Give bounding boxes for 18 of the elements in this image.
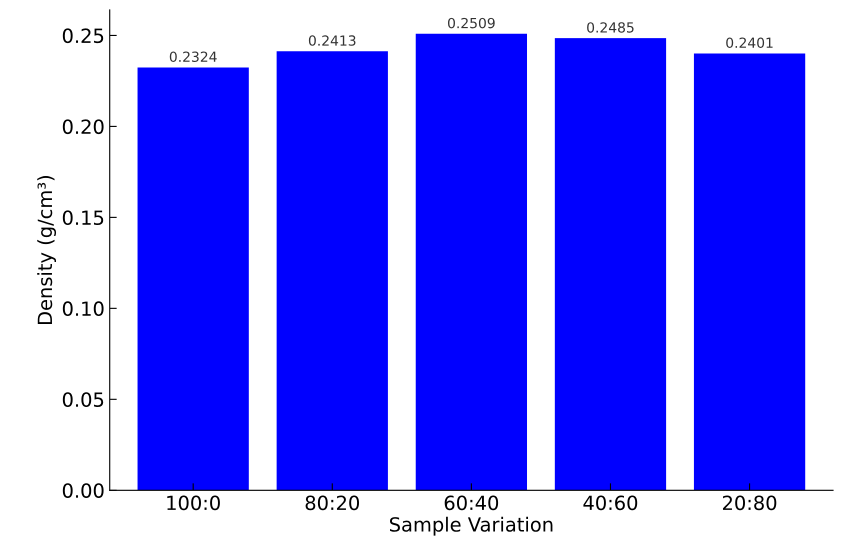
- y-tick-label: 0.25: [62, 28, 104, 44]
- x-axis-title: Sample Variation: [390, 516, 552, 536]
- y-tick-label: 0.10: [62, 301, 104, 316]
- y-tick-label: 0.00: [62, 483, 104, 498]
- x-tick-label: 40:60: [583, 495, 638, 510]
- y-tick-label: 0.20: [62, 119, 104, 134]
- data-label: 0.2485: [587, 22, 634, 33]
- data-label: 0.2509: [448, 18, 495, 28]
- y-tick-label: 0.15: [62, 210, 104, 226]
- x-tick-label: 80:20: [306, 495, 360, 510]
- x-tick-label: 20:80: [722, 495, 776, 510]
- x-tick-label: 60:40: [444, 495, 498, 510]
- x-tick-label: 100:0: [167, 495, 220, 510]
- data-label: 0.2324: [170, 51, 217, 62]
- y-tick-label: 0.05: [62, 392, 104, 407]
- data-label: 0.2413: [308, 35, 356, 46]
- data-label: 0.2401: [726, 37, 773, 48]
- y-axis-title: Density (g/cm³): [37, 176, 56, 324]
